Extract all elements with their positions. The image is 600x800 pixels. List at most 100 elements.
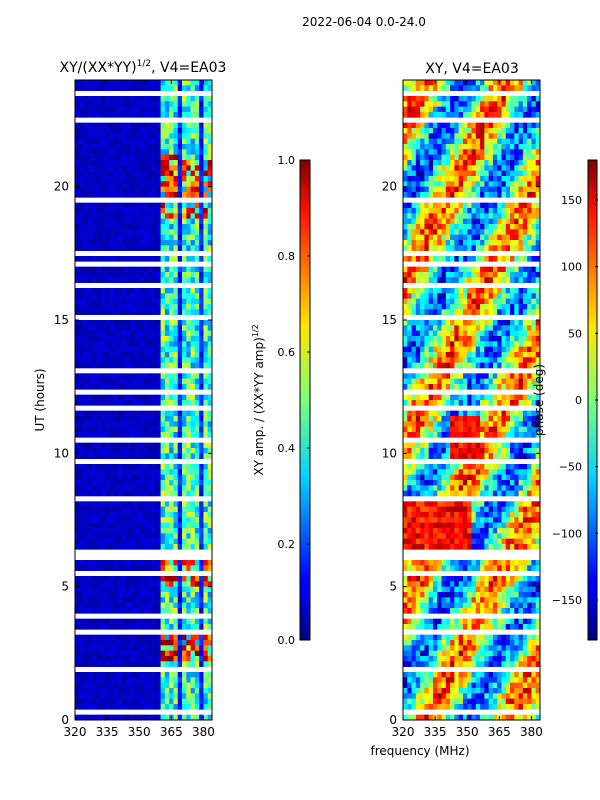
heatmap-cell <box>83 309 89 315</box>
heatmap-cell <box>177 208 183 214</box>
heatmap-cell <box>518 133 524 139</box>
heatmap-cell <box>130 485 136 491</box>
heatmap-cell <box>152 608 157 614</box>
heatmap-cell <box>497 330 502 337</box>
heatmap-cell <box>156 533 161 539</box>
heatmap-cell <box>403 213 408 219</box>
heatmap-cell <box>130 144 136 150</box>
heatmap-cell <box>160 224 166 230</box>
heatmap-cell <box>92 384 97 390</box>
heatmap-cell <box>471 266 477 273</box>
heatmap-cell <box>92 677 97 683</box>
heatmap-cell <box>467 96 472 102</box>
heatmap-cell <box>143 714 149 721</box>
heatmap-cell <box>199 693 204 699</box>
heatmap-cell <box>518 352 524 358</box>
heatmap-cell <box>186 357 191 363</box>
heatmap-cell <box>199 464 204 470</box>
heatmap-cell <box>173 256 179 262</box>
heatmap-cell <box>462 144 468 150</box>
heatmap-cell <box>475 272 481 278</box>
heatmap-cell <box>126 474 131 481</box>
heatmap-cell <box>139 208 144 214</box>
heatmap-cell <box>186 565 191 571</box>
heatmap-cell <box>462 309 468 315</box>
heatmap-cell <box>139 213 144 219</box>
heatmap-cell <box>139 362 144 369</box>
heatmap-cell <box>484 101 489 107</box>
heatmap-cell <box>186 138 191 145</box>
heatmap-cell <box>462 336 468 342</box>
heatmap-cell <box>126 576 131 582</box>
heatmap-cell <box>522 181 528 187</box>
heatmap-cell <box>480 293 485 299</box>
heatmap-cell <box>415 416 421 422</box>
heatmap-cell <box>96 288 101 294</box>
heatmap-cell <box>152 138 157 145</box>
heatmap-cell <box>160 597 166 603</box>
heatmap-cell <box>169 698 174 705</box>
heatmap-cell <box>164 528 170 534</box>
heatmap-cell <box>152 186 157 193</box>
heatmap-cell <box>415 325 421 331</box>
heatmap-cell <box>100 522 106 529</box>
heatmap-cell <box>194 245 200 251</box>
heatmap-cell <box>87 346 93 353</box>
heatmap-cell <box>458 176 464 182</box>
heatmap-cell <box>100 538 106 545</box>
heatmap-cell <box>130 656 136 662</box>
heatmap-cell <box>130 170 136 177</box>
heatmap-cell <box>96 661 101 667</box>
heatmap-cell <box>505 309 511 315</box>
heatmap-cell <box>79 341 84 347</box>
heatmap-cell <box>130 432 136 438</box>
heatmap-cell <box>156 336 161 342</box>
heatmap-cell <box>177 218 183 225</box>
panel1-ylabel: UT (hours) <box>33 368 47 431</box>
heatmap-cell <box>177 650 183 657</box>
heatmap-cell <box>199 453 204 459</box>
heatmap-cell <box>134 218 140 225</box>
heatmap-cell <box>177 448 183 454</box>
heatmap-cell <box>177 640 183 646</box>
heatmap-cell <box>501 362 507 369</box>
heatmap-cell <box>518 256 524 262</box>
heatmap-cell <box>113 693 119 699</box>
heatmap-cell <box>522 266 528 273</box>
heatmap-cell <box>143 432 149 438</box>
heatmap-cell <box>432 336 438 342</box>
heatmap-cell <box>505 416 511 422</box>
heatmap-cell <box>203 453 209 459</box>
heatmap-cell <box>177 560 183 566</box>
heatmap-cell <box>437 384 442 390</box>
heatmap-cell <box>139 469 144 475</box>
heatmap-cell <box>147 256 153 262</box>
heatmap-cell <box>510 128 515 134</box>
heatmap-cell <box>104 602 110 609</box>
heatmap-cell <box>467 229 472 235</box>
heatmap-cell <box>109 688 114 694</box>
heatmap-cell <box>420 277 425 283</box>
heatmap-cell <box>407 288 412 294</box>
heatmap-cell <box>407 245 412 251</box>
heatmap-cell <box>152 672 157 678</box>
heatmap-cell <box>462 341 468 347</box>
heatmap-cell <box>126 714 131 721</box>
heatmap-cell <box>437 229 442 235</box>
heatmap-cell <box>190 506 196 513</box>
heatmap-cell <box>505 106 511 113</box>
heatmap-cell <box>522 346 528 353</box>
heatmap-cell <box>173 208 179 214</box>
heatmap-cell <box>92 234 97 241</box>
heatmap-cell <box>117 362 123 369</box>
heatmap-cell <box>169 378 174 385</box>
heatmap-cell <box>501 202 507 209</box>
heatmap-cell <box>173 176 179 182</box>
heatmap-cell <box>96 245 101 251</box>
heatmap-cell <box>475 112 481 118</box>
heatmap-cell <box>126 432 131 438</box>
heatmap-cell <box>169 661 174 667</box>
heatmap-cell <box>160 416 166 422</box>
heatmap-cell <box>203 293 209 299</box>
heatmap-cell <box>454 352 459 358</box>
